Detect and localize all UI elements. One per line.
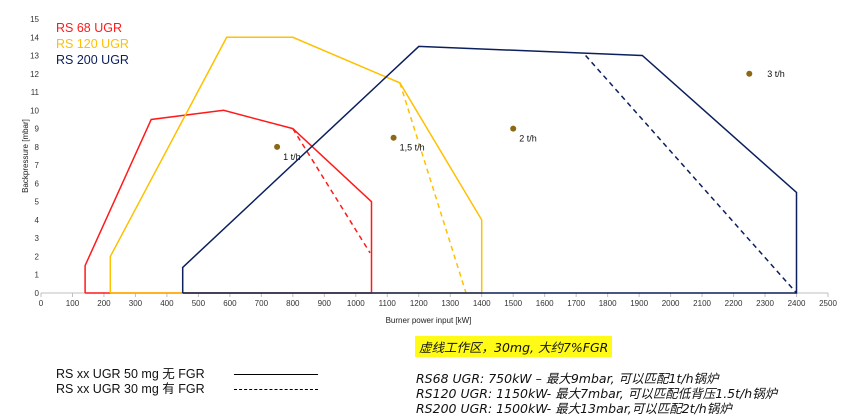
x-tick-label: 900 xyxy=(318,299,332,308)
data-point-label: 1 t/h xyxy=(283,152,301,162)
legend-entry: RS 200 UGR xyxy=(56,53,129,67)
series-line xyxy=(84,109,373,294)
y-axis-title: Backpressure [mbar] xyxy=(21,119,30,193)
x-tick-label: 400 xyxy=(160,299,174,308)
x-tick-label: 500 xyxy=(192,299,206,308)
y-tick-label: 7 xyxy=(35,161,40,170)
x-tick-label: 100 xyxy=(66,299,80,308)
line-style-legend-dashed: RS xx UGR 30 mg 有 FGR xyxy=(56,382,318,397)
x-tick-label: 1600 xyxy=(536,299,554,308)
x-tick-label: 800 xyxy=(286,299,300,308)
x-tick-label: 600 xyxy=(223,299,237,308)
x-tick-label: 2100 xyxy=(693,299,711,308)
legend-entry: RS 120 UGR xyxy=(56,37,129,51)
y-tick-label: 5 xyxy=(35,198,40,207)
x-tick-label: 2000 xyxy=(662,299,680,308)
y-tick-label: 13 xyxy=(30,52,39,61)
series-line xyxy=(399,82,467,294)
note-line: RS200 UGR: 1500kW- 最大13mbar,可以匹配2t/h锅炉 xyxy=(416,401,732,416)
y-tick-label: 4 xyxy=(35,216,40,225)
x-tick-label: 200 xyxy=(97,299,111,308)
x-tick-label: 1300 xyxy=(441,299,459,308)
y-tick-label: 6 xyxy=(35,179,40,188)
x-tick-label: 1100 xyxy=(379,299,397,308)
series-line xyxy=(109,36,483,294)
highlight-note: 虚线工作区，30mg, 大约7%FGR xyxy=(415,336,613,357)
x-tick-label: 700 xyxy=(255,299,269,308)
x-tick-label: 1500 xyxy=(504,299,522,308)
x-axis-title: Burner power input [kW] xyxy=(386,316,472,325)
x-tick-label: 2200 xyxy=(725,299,743,308)
data-point-label: 3 t/h xyxy=(767,69,785,79)
y-tick-label: 14 xyxy=(30,33,39,42)
x-tick-label: 1400 xyxy=(473,299,491,308)
data-point-label: 1,5 t/h xyxy=(400,143,425,153)
y-tick-label: 1 xyxy=(35,271,40,280)
y-tick-label: 12 xyxy=(30,70,39,79)
chart-series xyxy=(84,36,798,294)
x-tick-label: 1000 xyxy=(347,299,365,308)
x-tick-label: 1700 xyxy=(567,299,585,308)
y-tick-label: 11 xyxy=(31,88,40,97)
y-tick-label: 9 xyxy=(35,125,40,134)
line-style-legend: RS xx UGR 50 mg 无 FGR RS xx UGR 30 mg 有 … xyxy=(56,367,318,397)
x-tick-label: 2500 xyxy=(819,299,837,308)
x-tick-label: 2400 xyxy=(788,299,806,308)
data-point xyxy=(274,143,281,150)
x-tick-label: 1900 xyxy=(630,299,648,308)
x-tick-label: 300 xyxy=(129,299,143,308)
y-tick-label: 15 xyxy=(30,15,39,24)
legend-dashed-line xyxy=(234,389,318,391)
y-tick-label: 10 xyxy=(30,106,39,115)
series-line xyxy=(181,45,798,294)
x-tick-label: 2300 xyxy=(756,299,774,308)
chart-axes: 0 100 200 300 400 500 600 700 800 900 1000 1100 1200… xyxy=(21,15,837,325)
backpressure-chart: 0 100 200 300 400 500 600 700 800 900 1000 1100 1200… xyxy=(21,15,837,325)
y-tick-label: 3 xyxy=(35,234,40,243)
x-tick-label: 0 xyxy=(39,299,44,308)
y-tick-label: 2 xyxy=(35,252,40,261)
data-point xyxy=(390,134,397,141)
legend-dashed-label: RS xx UGR 30 mg 有 FGR xyxy=(56,382,205,396)
y-tick-label: 8 xyxy=(35,143,40,152)
note-line: RS120 UGR: 1150kW- 最大7mbar, 可以匹配低背压1.5t/… xyxy=(416,386,778,401)
x-tick-label: 1200 xyxy=(410,299,428,308)
line-style-legend-solid: RS xx UGR 50 mg 无 FGR xyxy=(56,367,318,382)
data-point-label: 2 t/h xyxy=(519,134,537,144)
notes-block: RS68 UGR: 750kW – 最大9mbar, 可以匹配1t/h锅炉 RS… xyxy=(416,371,777,416)
series-line xyxy=(585,55,798,294)
chart-points: 1 t/h 1,5 t/h 2 t/h 3 t/h xyxy=(274,69,785,162)
series-line xyxy=(292,128,371,254)
legend-entry: RS 68 UGR xyxy=(56,21,122,35)
chart-legend: RS 68 UGR RS 120 UGR RS 200 UGR xyxy=(56,21,129,67)
legend-solid-line xyxy=(234,374,318,376)
data-point xyxy=(510,125,517,132)
y-tick-label: 0 xyxy=(35,289,40,298)
legend-solid-label: RS xx UGR 50 mg 无 FGR xyxy=(56,367,205,381)
x-tick-label: 1800 xyxy=(599,299,617,308)
note-line: RS68 UGR: 750kW – 最大9mbar, 可以匹配1t/h锅炉 xyxy=(416,371,719,386)
data-point xyxy=(746,70,753,77)
